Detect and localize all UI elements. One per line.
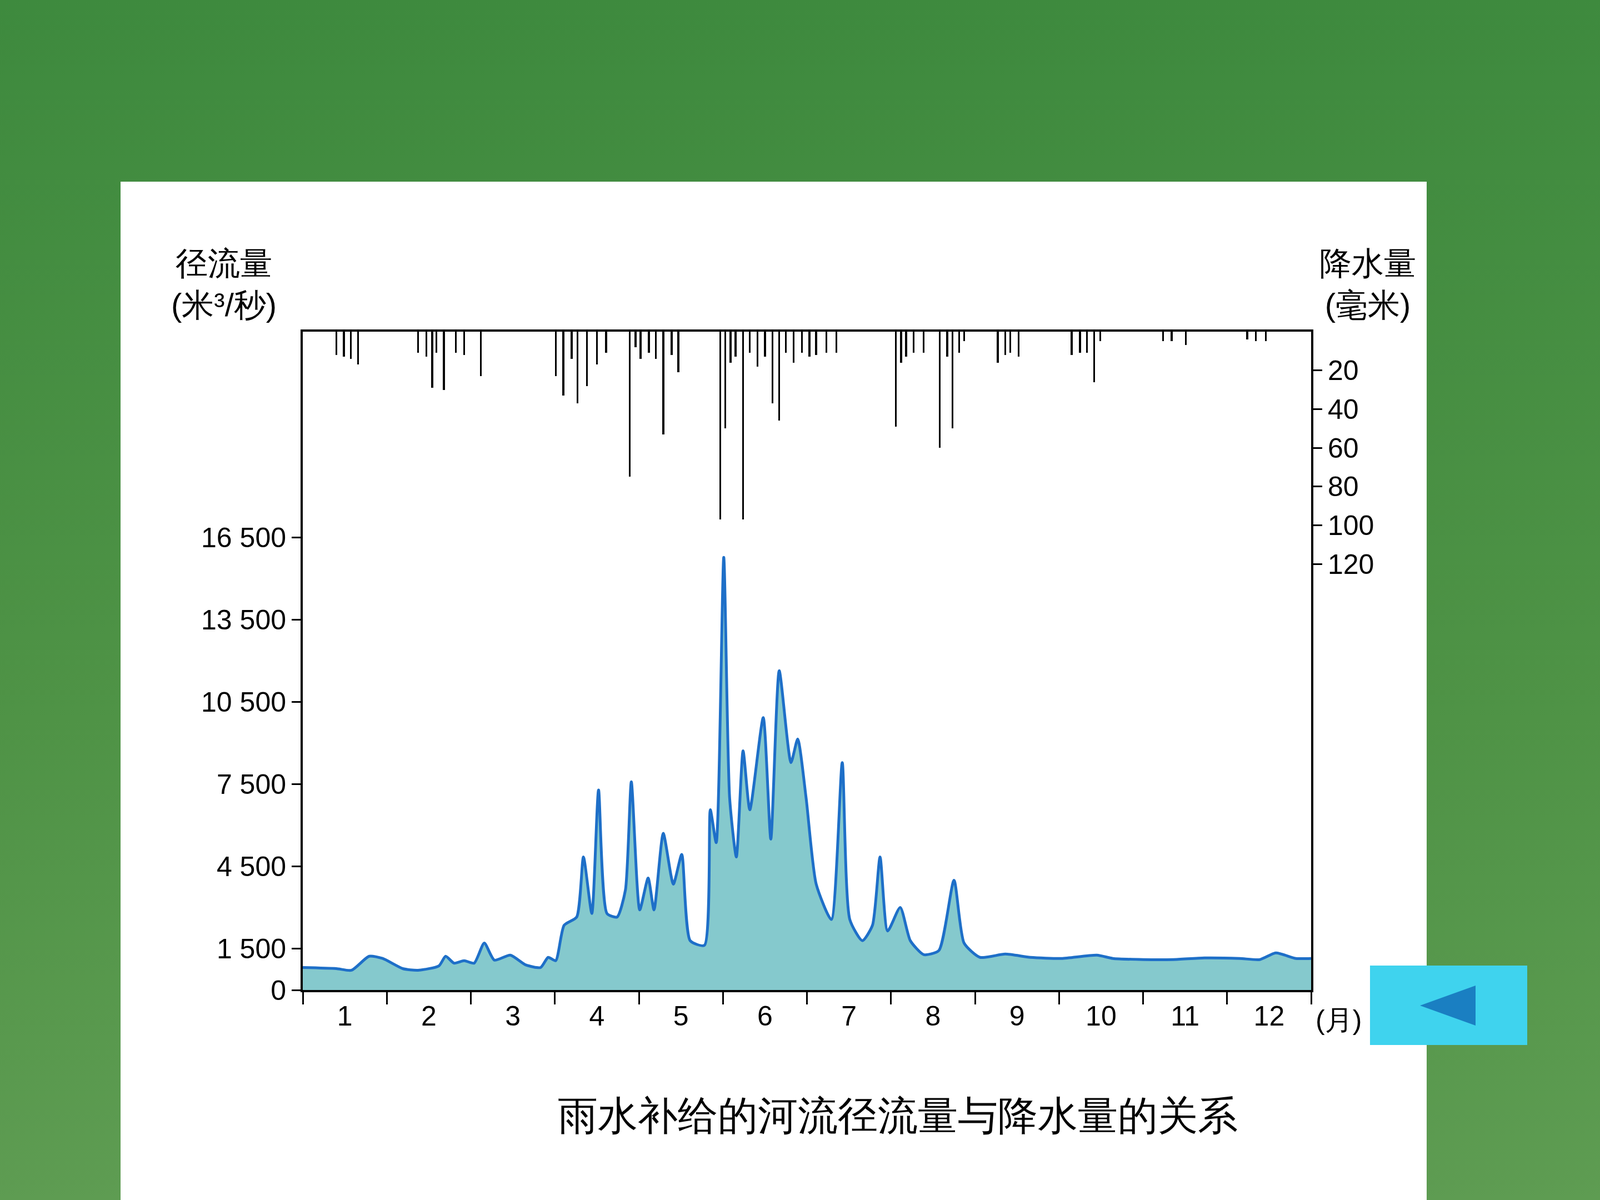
- svg-text:5: 5: [673, 1000, 689, 1032]
- svg-text:20: 20: [1327, 355, 1359, 387]
- svg-text:120: 120: [1327, 548, 1374, 580]
- svg-text:7 500: 7 500: [216, 768, 287, 800]
- svg-text:3: 3: [505, 1000, 521, 1032]
- svg-text:4: 4: [588, 1000, 605, 1032]
- svg-text:16 500: 16 500: [201, 522, 287, 554]
- svg-text:0: 0: [270, 975, 287, 1007]
- svg-text:1: 1: [337, 1000, 353, 1032]
- svg-text:9: 9: [1009, 1000, 1025, 1032]
- svg-text:(月): (月): [1315, 1004, 1362, 1036]
- svg-text:100: 100: [1327, 510, 1374, 542]
- svg-text:8: 8: [925, 1000, 941, 1032]
- svg-text:1 500: 1 500: [216, 933, 287, 965]
- svg-text:降水量(毫米): 降水量(毫米): [1319, 245, 1417, 323]
- svg-text:径流量(米³/秒): 径流量(米³/秒): [171, 245, 277, 323]
- svg-text:10: 10: [1085, 1000, 1117, 1032]
- svg-text:40: 40: [1327, 393, 1359, 425]
- svg-text:60: 60: [1327, 432, 1359, 464]
- svg-text:10 500: 10 500: [201, 686, 287, 718]
- svg-text:80: 80: [1327, 471, 1359, 503]
- svg-text:6: 6: [757, 1000, 773, 1032]
- svg-text:13 500: 13 500: [201, 604, 287, 636]
- svg-text:11: 11: [1170, 1000, 1200, 1032]
- svg-text:雨水补给的河流径流量与降水量的关系: 雨水补给的河流径流量与降水量的关系: [557, 1093, 1238, 1138]
- svg-text:2: 2: [421, 1000, 437, 1032]
- svg-text:12: 12: [1253, 1000, 1285, 1032]
- svg-text:4 500: 4 500: [216, 851, 287, 883]
- svg-text:7: 7: [841, 1000, 857, 1032]
